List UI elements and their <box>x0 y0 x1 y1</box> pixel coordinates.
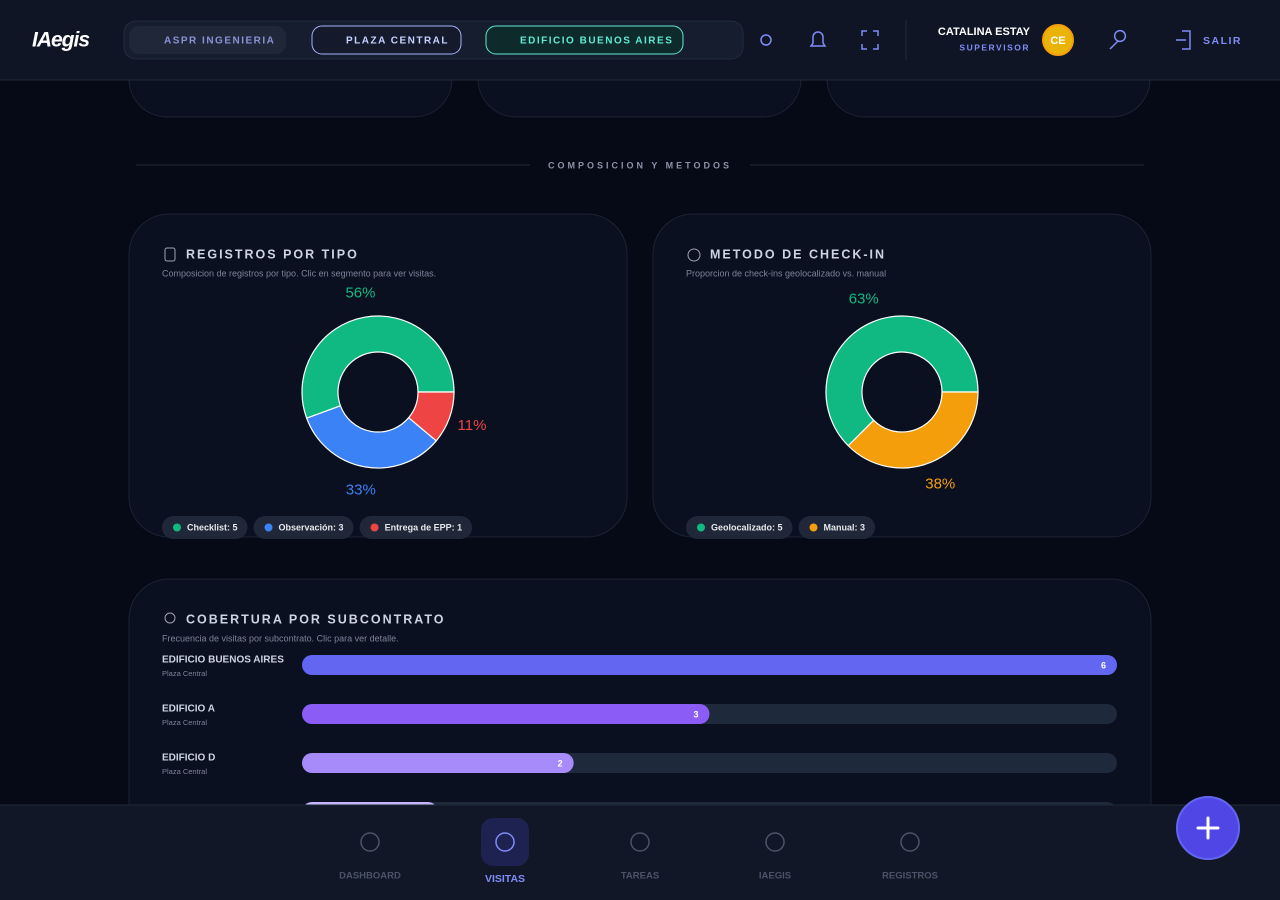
legend-dot <box>264 523 273 532</box>
legend-label: Checklist: 5 <box>187 522 238 532</box>
nav-icon[interactable] <box>630 832 650 852</box>
legend-item[interactable]: Checklist: 5 <box>162 516 248 539</box>
legend-item[interactable]: Geolocalizado: 5 <box>686 516 793 539</box>
nav-icon[interactable] <box>495 832 515 852</box>
legend-dot <box>370 523 379 532</box>
nav-label[interactable]: VISITAS <box>485 873 525 885</box>
card-title: REGISTROS POR TIPO <box>186 247 359 261</box>
legend-label: Entrega de EPP: 1 <box>385 522 463 532</box>
theme-toggle[interactable] <box>760 34 772 46</box>
donut-segment[interactable] <box>847 391 979 469</box>
breadcrumb[interactable] <box>485 25 684 55</box>
bar-value: 2 <box>558 758 563 768</box>
nav-label[interactable]: TAREAS <box>621 871 659 882</box>
avatar-initials: CE <box>1050 35 1065 47</box>
legend-label: Manual: 3 <box>824 522 866 532</box>
nav-icon[interactable] <box>900 832 920 852</box>
bar[interactable] <box>302 704 710 724</box>
logout[interactable]: SALIR <box>1203 35 1242 47</box>
bar-value: 3 <box>693 709 698 719</box>
user-role: SUPERVISOR <box>959 42 1030 52</box>
card-subtitle: Composicion de registros por tipo. Clic … <box>162 268 436 278</box>
legend-label: Geolocalizado: 5 <box>711 522 783 532</box>
legend-item[interactable]: Observación: 3 <box>253 516 354 539</box>
breadcrumb-text: ASPR INGENIERIA <box>164 36 275 47</box>
donut-segment[interactable] <box>305 405 438 469</box>
row-label: EDIFICIO BUENOS AIRES <box>162 655 284 666</box>
bar[interactable] <box>302 753 574 773</box>
fab-icon <box>1196 816 1220 840</box>
user-name: CATALINA ESTAY <box>938 26 1031 38</box>
card-subtitle: Proporcion de check-ins geolocalizado vs… <box>686 268 886 278</box>
row-label: EDIFICIO A <box>162 704 215 715</box>
row-sublabel: Plaza Central <box>162 767 207 776</box>
nav-active-bg <box>481 818 529 866</box>
breadcrumb[interactable] <box>311 25 462 55</box>
legend-pill <box>686 516 793 539</box>
bottom-nav <box>0 805 1280 900</box>
donut-segment[interactable] <box>301 315 455 419</box>
row-label: EDIFICIO D <box>162 753 215 764</box>
logout-icon[interactable] <box>1176 30 1191 50</box>
breadcrumb-text: PLAZA CENTRAL <box>346 36 449 47</box>
nav-label[interactable]: DASHBOARD <box>339 871 401 882</box>
fullscreen[interactable] <box>861 30 879 50</box>
avatar[interactable] <box>1042 24 1074 56</box>
data-label: 11% <box>458 417 487 434</box>
legend-dot <box>697 523 705 532</box>
row-sublabel: Plaza Central <box>162 718 207 727</box>
legend-pill <box>798 516 876 539</box>
icon <box>164 612 176 624</box>
section-title: COMPOSICION Y METODOS <box>548 160 732 170</box>
legend-dot <box>173 523 181 532</box>
legend-pill <box>162 516 248 539</box>
bar-value: 6 <box>1101 660 1106 670</box>
data-label: 38% <box>925 475 955 492</box>
nav-items: DASHBOARD VISITAS TAREAS IAEGIS REGISTROS <box>339 832 938 885</box>
logo[interactable]: IAegis <box>32 29 90 52</box>
legend-pill <box>253 516 354 539</box>
card <box>652 213 1152 538</box>
nav-icon[interactable] <box>360 832 380 852</box>
card <box>128 213 628 538</box>
card-title: COBERTURA POR SUBCONTRATO <box>186 612 446 626</box>
data-label: 56% <box>345 285 375 302</box>
legend-item[interactable]: Entrega de EPP: 1 <box>359 516 473 539</box>
card-title: METODO DE CHECK-IN <box>710 247 886 261</box>
card-subtitle: Frecuencia de visitas por subcontrato. C… <box>162 633 399 643</box>
donut-segment[interactable] <box>407 391 455 442</box>
donut-segment[interactable] <box>825 315 979 447</box>
key-icon[interactable] <box>1109 29 1127 50</box>
legend-dot <box>809 523 818 532</box>
data-label: 33% <box>346 481 376 498</box>
legend-pill <box>359 516 473 539</box>
legend-item[interactable]: Manual: 3 <box>798 516 876 539</box>
legend-label: Observación: 3 <box>279 522 344 532</box>
breadcrumb[interactable] <box>129 26 286 54</box>
data-label: 63% <box>849 291 879 308</box>
nav-label[interactable]: IAEGIS <box>759 871 791 882</box>
notifications[interactable] <box>809 31 827 47</box>
icon <box>687 248 701 262</box>
nav-label[interactable]: REGISTROS <box>882 871 938 882</box>
row-sublabel: Plaza Central <box>162 669 207 678</box>
bar[interactable] <box>302 655 1117 675</box>
icon <box>164 247 176 262</box>
breadcrumb-text: EDIFICIO BUENOS AIRES <box>520 36 673 47</box>
nav-icon[interactable] <box>765 832 785 852</box>
